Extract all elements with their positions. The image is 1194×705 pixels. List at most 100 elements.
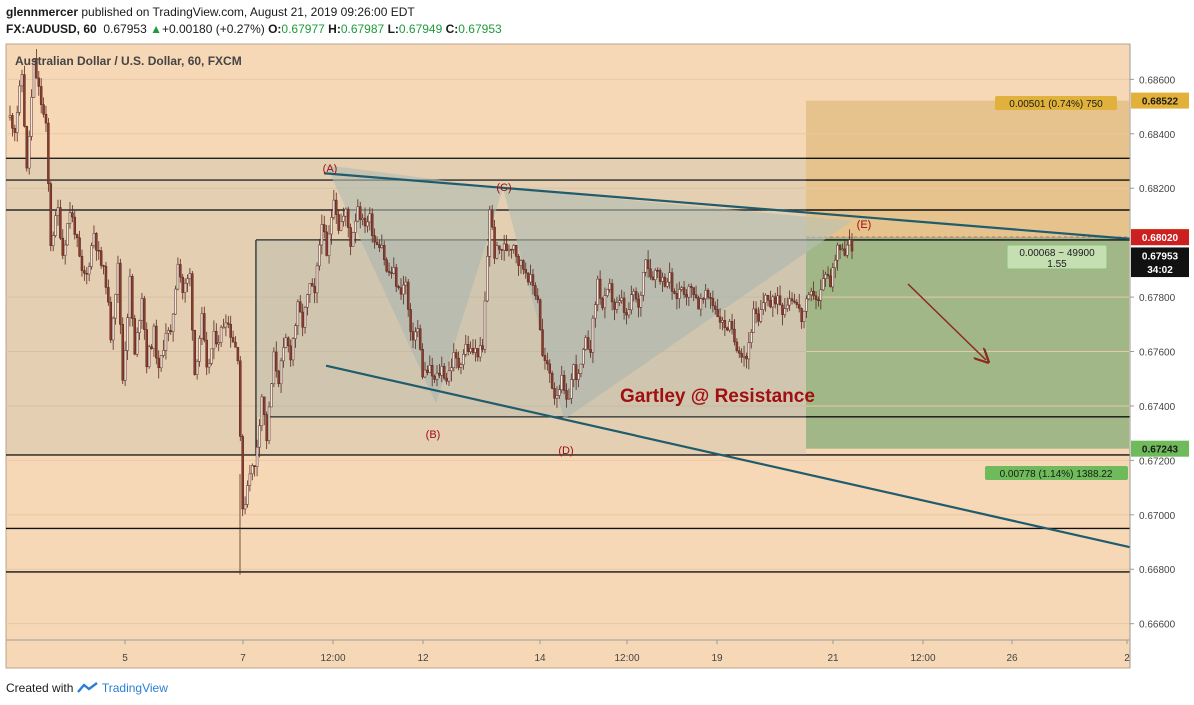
candle-body — [579, 363, 583, 374]
entry-label-text: 0.00068 ~ 49900 — [1019, 248, 1095, 259]
tradingview-brand[interactable]: TradingView — [101, 681, 168, 695]
publisher-name[interactable]: glennmercer — [6, 5, 79, 19]
candle-body — [469, 347, 472, 352]
candle-body — [378, 244, 381, 248]
candle-body — [726, 327, 729, 331]
candle-body — [440, 366, 444, 376]
candle-body — [474, 348, 477, 353]
candle-body — [382, 245, 386, 260]
down-arrow-icon — [907, 283, 986, 360]
candle-body — [697, 297, 700, 310]
candle-body — [263, 396, 266, 415]
candle-body — [769, 300, 772, 308]
candle-body — [44, 114, 48, 124]
candle-body — [23, 74, 26, 127]
candle-body — [574, 364, 578, 380]
candle-body — [90, 245, 93, 267]
candle-body — [438, 372, 441, 376]
tradingview-logo-icon — [76, 682, 98, 693]
candle-body — [642, 272, 645, 296]
resistance-trendline[interactable] — [323, 172, 1131, 240]
candle-body — [682, 287, 686, 295]
candle-body — [800, 308, 803, 323]
candle-body — [104, 265, 108, 288]
price-tag — [1131, 440, 1189, 457]
candle-body — [826, 274, 830, 277]
candle-body — [481, 345, 484, 350]
candle-body — [608, 283, 611, 290]
candle-body — [18, 85, 21, 113]
candle-body — [318, 244, 321, 267]
candle-body — [282, 347, 285, 362]
candle-body — [488, 209, 492, 257]
candle-body — [709, 297, 712, 299]
candle-body — [27, 136, 31, 169]
candle-body — [495, 245, 499, 259]
candle-body — [848, 239, 851, 246]
candle-body — [207, 363, 211, 368]
candle-body — [670, 272, 674, 292]
candle-body — [546, 360, 549, 365]
candle-body — [224, 322, 228, 328]
candle-body — [303, 307, 307, 328]
candle-body — [227, 322, 230, 325]
candle-body — [203, 313, 206, 341]
publish-line: glennmercer published on TradingView.com… — [6, 5, 415, 19]
candle-body — [752, 308, 755, 333]
candle-body — [589, 349, 592, 353]
candle-body — [147, 346, 151, 368]
candle-body — [471, 347, 475, 353]
candle-body — [680, 287, 683, 290]
candle-body — [143, 298, 146, 330]
pattern-point-label: (E) — [857, 219, 872, 231]
candle-body — [531, 274, 535, 286]
candle-body — [346, 208, 350, 228]
candle-body — [505, 243, 508, 251]
candle-body — [675, 293, 679, 299]
risk-reward-ratio: 1.55 — [1047, 259, 1067, 270]
candle-body — [833, 259, 837, 268]
candle-body — [418, 328, 422, 350]
candle-body — [80, 255, 84, 271]
candle-body — [426, 369, 429, 373]
candle-body — [785, 304, 789, 309]
support-trendline[interactable] — [325, 364, 1131, 549]
candle-body — [402, 284, 405, 295]
candle-body — [200, 313, 204, 339]
candle-body — [759, 309, 763, 322]
candle-body — [776, 295, 779, 305]
candle-body — [601, 298, 604, 309]
candle-body — [390, 272, 393, 274]
candle-body — [323, 224, 326, 233]
candle-body — [385, 259, 388, 272]
candle-body — [757, 313, 760, 322]
candle-body — [771, 296, 775, 308]
candle-body — [841, 248, 844, 251]
candle-body — [819, 289, 823, 301]
candle-body — [733, 328, 736, 343]
candle-body — [512, 244, 516, 250]
candle-body — [392, 267, 396, 274]
candle-body — [289, 345, 292, 361]
candle-body — [267, 406, 271, 442]
candle-body — [591, 317, 595, 353]
pattern-point-label: (A) — [323, 163, 338, 175]
candle-body — [97, 250, 101, 252]
candle-body — [411, 331, 415, 341]
price-tag — [1131, 229, 1189, 246]
candle-body — [745, 355, 748, 360]
candle-body — [538, 299, 542, 330]
candle-body — [620, 297, 623, 301]
x-tick-label: 19 — [711, 653, 723, 664]
candle-body — [817, 299, 820, 301]
pattern-point-label: (C) — [496, 182, 511, 194]
candle-body — [39, 86, 43, 105]
candle-body — [594, 304, 597, 319]
candle-body — [507, 248, 511, 251]
candle-body — [764, 294, 767, 304]
candle-body — [8, 115, 12, 118]
chart-title: Australian Dollar / U.S. Dollar, 60, FXC… — [15, 54, 242, 68]
candle-body — [615, 302, 619, 310]
candle-body — [47, 122, 50, 184]
